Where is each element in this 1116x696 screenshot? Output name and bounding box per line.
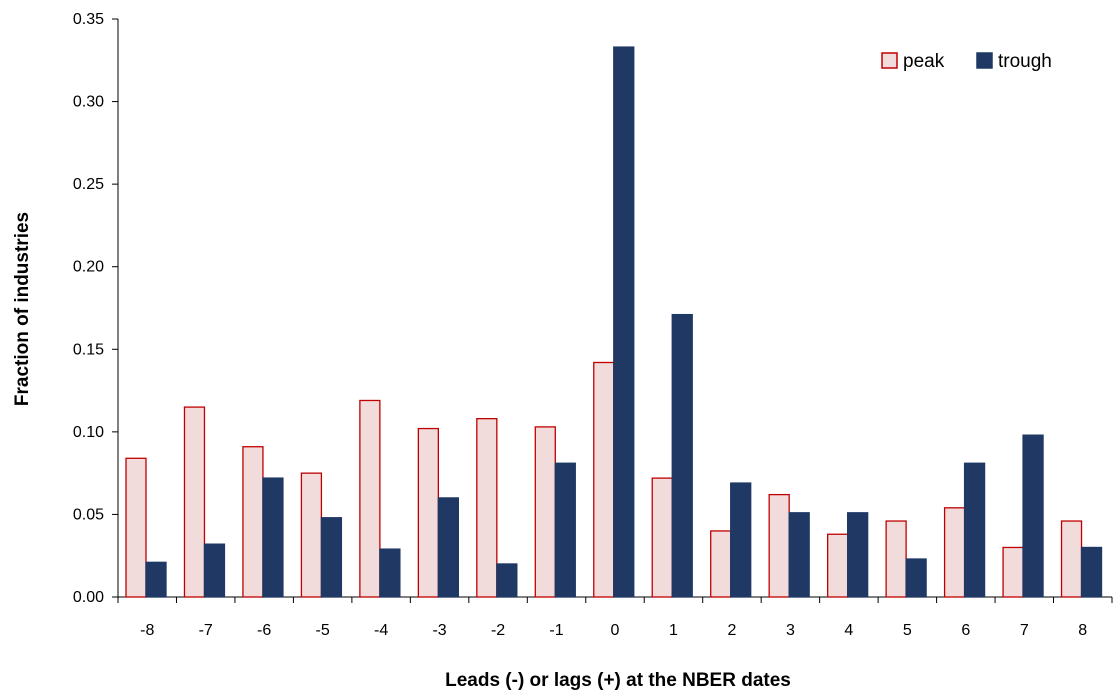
x-tick-label: 2 [727,622,736,639]
bar-trough-7 [1022,434,1044,598]
legend-label-trough: trough [998,51,1052,72]
bar-peak-5 [885,520,907,598]
bar-trough-2 [730,482,752,598]
x-tick-label: 7 [1020,622,1029,639]
bar-trough-1 [671,313,693,598]
bar-peak-8 [1060,520,1083,598]
legend-swatch-trough [976,52,993,69]
y-tick-label: 0.35 [73,11,104,28]
bar-trough--6 [262,477,284,598]
y-tick-label: 0.15 [73,341,104,358]
bar-peak--1 [534,426,556,598]
x-tick-label: -2 [491,622,505,639]
legend-label-peak: peak [903,51,945,72]
x-tick-label: 3 [786,622,795,639]
x-tick-label: 1 [669,622,678,639]
x-tick-label: -6 [257,622,271,639]
bar-peak-0 [593,361,615,598]
bar-trough-6 [963,462,986,598]
bar-trough-8 [1080,546,1103,598]
bar-trough--7 [203,543,226,598]
x-tick-label: -5 [316,622,330,639]
x-tick-label: 0 [611,622,620,639]
x-tick-label: -1 [549,622,563,639]
bar-peak-6 [943,507,966,598]
bar-trough-5 [905,558,927,598]
bar-peak-4 [826,533,849,598]
bar-trough-0 [613,46,635,598]
y-tick-label: 0.05 [73,506,104,523]
bar-peak--4 [359,399,381,598]
bar-trough--1 [554,462,576,598]
legend: peak trough [881,51,1052,72]
x-tick-label: -7 [199,622,213,639]
bar-trough-4 [846,512,869,598]
y-tick-label: 0.10 [73,424,104,441]
bar-trough--2 [496,563,518,598]
x-tick-label: 4 [844,622,853,639]
y-tick-label: 0.30 [73,94,104,111]
x-tick-label: 6 [961,622,970,639]
legend-swatch-peak [881,52,898,69]
bars [125,46,1103,598]
tick-labels: 0.00 0.05 0.10 0.15 0.20 0.25 0.30 0.35 -8 -7 -6 -5… [73,11,1087,639]
y-tick-label: 0.20 [73,259,104,276]
x-tick-label: -3 [432,622,446,639]
bar-peak--7 [183,406,206,598]
x-tick-label: 5 [903,622,912,639]
bar-trough--8 [145,561,167,598]
bar-trough--5 [320,517,343,598]
x-tick-label: -8 [140,622,154,639]
y-tick-label: 0.25 [73,176,104,193]
bar-trough--3 [437,497,460,598]
x-axis-title: Leads (-) or lags (+) at the NBER dates [445,670,791,691]
y-axis-title: Fraction of industries [12,212,33,406]
bar-peak--8 [125,457,147,598]
bar-peak-2 [710,530,732,598]
bar-peak--6 [242,446,264,598]
bar-trough-3 [788,512,810,598]
bar-peak--3 [417,427,440,598]
bar-peak--5 [300,472,323,598]
x-tick-label: -4 [374,622,388,639]
bar-peak-3 [768,493,790,598]
bar-peak-1 [651,477,673,598]
bar-trough--4 [379,548,401,598]
y-tick-label: 0.00 [73,589,104,606]
x-tick-label: 8 [1078,622,1087,639]
bar-peak--2 [476,417,498,598]
bar-peak-7 [1002,546,1024,598]
